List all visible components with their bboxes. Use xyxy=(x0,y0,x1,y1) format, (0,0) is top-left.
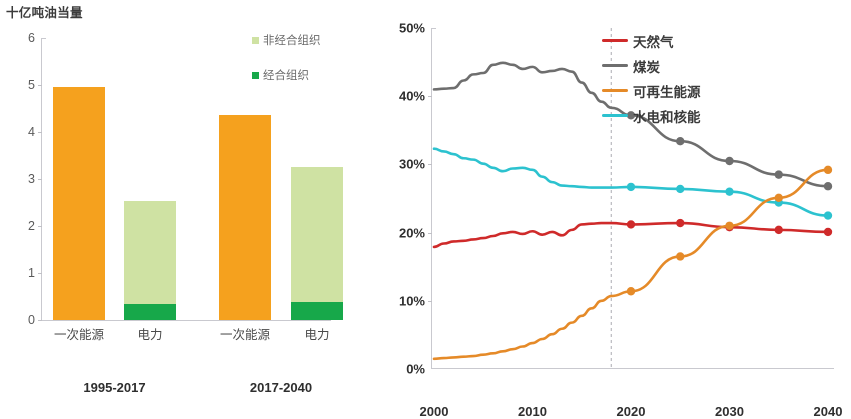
bar-y-tick-mark xyxy=(38,273,42,274)
bar-y-tick-mark xyxy=(38,85,42,86)
line-chart-legend: 天然气煤炭可再生能源水电和核能 xyxy=(602,28,701,128)
line-data-point[interactable] xyxy=(725,187,734,196)
line-legend-item[interactable]: 水电和核能 xyxy=(602,103,701,128)
line-data-point[interactable] xyxy=(774,170,783,179)
line-series-svg xyxy=(432,28,833,369)
line-y-tick-label: 50% xyxy=(398,20,425,36)
line-y-tick-mark xyxy=(428,164,432,166)
bar-legend-item[interactable]: 经合组织 xyxy=(252,67,402,83)
legend-swatch-icon xyxy=(252,71,259,79)
line-y-tick-label: 0% xyxy=(406,361,425,377)
line-y-tick-label: 30% xyxy=(398,156,425,172)
legend-line-icon xyxy=(602,114,628,117)
line-data-point[interactable] xyxy=(774,225,783,235)
line-x-tick-label: 2000 xyxy=(419,404,449,419)
bar-y-tick-label: 1 xyxy=(28,266,35,280)
line-y-axis-line xyxy=(431,28,432,369)
line-series-path[interactable] xyxy=(432,61,830,188)
line-x-tick-label: 2020 xyxy=(616,404,646,419)
bar-segment xyxy=(124,201,176,304)
legend-line-icon xyxy=(602,89,628,92)
line-data-point[interactable] xyxy=(676,218,685,228)
bar-y-tick-mark xyxy=(38,226,42,227)
bar-column[interactable] xyxy=(219,115,271,320)
line-x-tick-label: 2010 xyxy=(518,404,547,419)
bar-segment xyxy=(291,167,343,303)
line-legend-label: 水电和核能 xyxy=(633,109,701,125)
line-y-tick-mark xyxy=(428,96,432,98)
line-data-point[interactable] xyxy=(626,111,636,120)
bar-chart-title: 十亿吨油当量 xyxy=(6,6,83,20)
bar-y-tick-label: 2 xyxy=(28,219,35,233)
line-data-point[interactable] xyxy=(626,182,636,192)
line-legend-label: 可再生能源 xyxy=(633,84,701,100)
bar-chart-legend: 非经合组织 经合组织 xyxy=(252,32,402,102)
line-legend-item[interactable]: 可再生能源 xyxy=(602,78,701,103)
line-legend-item[interactable]: 天然气 xyxy=(602,28,701,53)
line-legend-label: 天然气 xyxy=(633,34,674,50)
bar-group-label: 1995-2017 xyxy=(83,380,146,395)
bar-legend-label: 经合组织 xyxy=(263,70,309,82)
line-x-axis-line xyxy=(431,368,834,369)
bar-legend-label: 非经合组织 xyxy=(263,35,321,47)
line-y-tick-mark xyxy=(428,300,432,302)
line-legend-item[interactable]: 煤炭 xyxy=(602,53,701,78)
line-y-tick-mark xyxy=(428,232,432,234)
bar-category-label: 电力 xyxy=(304,328,330,342)
bar-segment xyxy=(53,87,105,320)
bar-y-tick-label: 4 xyxy=(28,125,35,139)
line-chart-panel: 0% 10% 20% 30% 40% 50% 2000 2010 2020 2030 2040 天… xyxy=(399,0,851,419)
bar-column[interactable] xyxy=(291,167,343,320)
bar-column[interactable] xyxy=(53,87,105,320)
line-legend-label: 煤炭 xyxy=(633,59,660,75)
line-data-point[interactable] xyxy=(676,137,685,146)
bar-y-tick-mark xyxy=(38,132,42,133)
bar-y-tick-mark xyxy=(38,179,42,180)
line-data-point[interactable] xyxy=(676,184,685,194)
line-x-tick-label: 2040 xyxy=(813,404,843,419)
line-data-point[interactable] xyxy=(823,182,833,191)
legend-line-icon xyxy=(602,64,628,67)
bar-segment xyxy=(124,303,176,320)
bar-y-tick-label: 0 xyxy=(28,313,35,327)
bar-legend-item[interactable]: 非经合组织 xyxy=(252,32,402,48)
line-y-tick-label: 10% xyxy=(398,293,425,309)
line-series-path[interactable] xyxy=(432,221,830,249)
line-data-point[interactable] xyxy=(725,221,734,230)
line-x-tick-label: 2030 xyxy=(715,404,744,419)
legend-line-icon xyxy=(602,39,628,42)
bar-x-axis-line xyxy=(41,320,331,321)
line-series-path[interactable] xyxy=(432,147,830,217)
line-data-point[interactable] xyxy=(774,193,783,203)
bar-y-axis-cap xyxy=(41,38,46,39)
line-data-point[interactable] xyxy=(725,156,734,166)
line-y-axis-cap xyxy=(431,28,436,29)
bar-segment xyxy=(219,115,271,320)
line-data-point[interactable] xyxy=(823,211,833,220)
line-data-point[interactable] xyxy=(676,252,685,261)
bar-category-label: 电力 xyxy=(137,328,163,342)
line-data-point[interactable] xyxy=(823,227,833,237)
bar-segment xyxy=(291,302,343,320)
line-y-tick-label: 20% xyxy=(398,225,425,241)
line-y-tick-label: 40% xyxy=(398,88,425,104)
line-data-point[interactable] xyxy=(626,220,636,229)
bar-y-tick-label: 6 xyxy=(28,31,35,45)
bar-chart-panel: 十亿吨油当量 0 1 2 3 4 5 6 一次能源 电力 一次能源 电力 1995-2017 201… xyxy=(0,0,410,410)
bar-y-tick-label: 5 xyxy=(28,78,35,92)
line-data-point[interactable] xyxy=(823,165,833,175)
bar-y-tick-mark xyxy=(38,320,42,321)
line-series-path[interactable] xyxy=(432,168,830,361)
bar-category-label: 一次能源 xyxy=(219,328,271,342)
bar-plot-area: 0 1 2 3 4 5 6 一次能源 电力 一次能源 电力 1995-2017 2017-2040 xyxy=(28,31,343,395)
bar-category-label: 一次能源 xyxy=(53,328,105,342)
bar-y-tick-label: 3 xyxy=(28,172,35,186)
bar-column[interactable] xyxy=(124,201,176,320)
legend-swatch-icon xyxy=(252,36,259,44)
line-data-point[interactable] xyxy=(626,287,636,296)
bar-group-label: 2017-2040 xyxy=(249,380,313,395)
